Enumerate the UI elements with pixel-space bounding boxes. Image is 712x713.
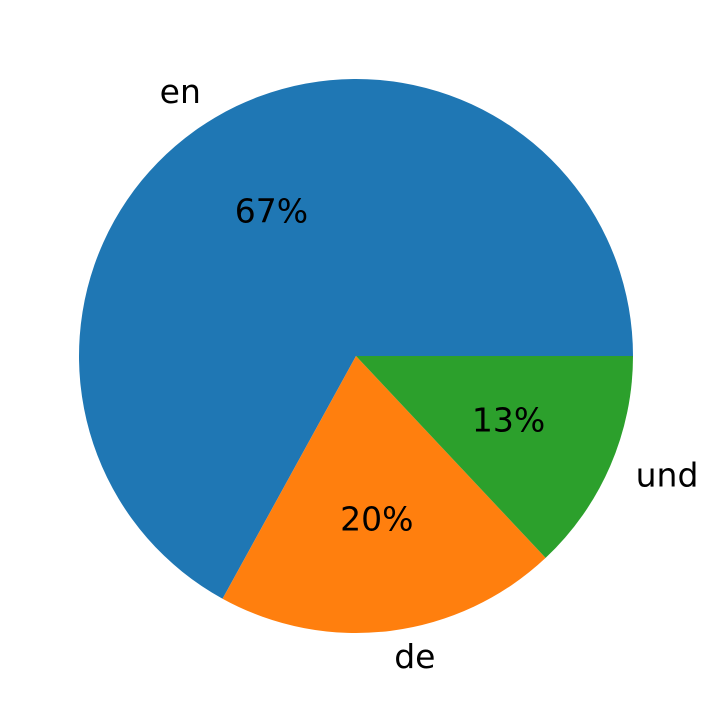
pie-slice xyxy=(222,356,546,633)
value-label: 13% xyxy=(472,401,545,440)
pie-slice xyxy=(356,356,633,558)
slice-label: en xyxy=(160,72,201,111)
pie-slice xyxy=(78,79,634,599)
slice-label: und xyxy=(636,456,699,495)
value-label: 20% xyxy=(340,499,413,538)
value-label: 67% xyxy=(235,191,308,230)
slice-label: de xyxy=(394,637,435,676)
